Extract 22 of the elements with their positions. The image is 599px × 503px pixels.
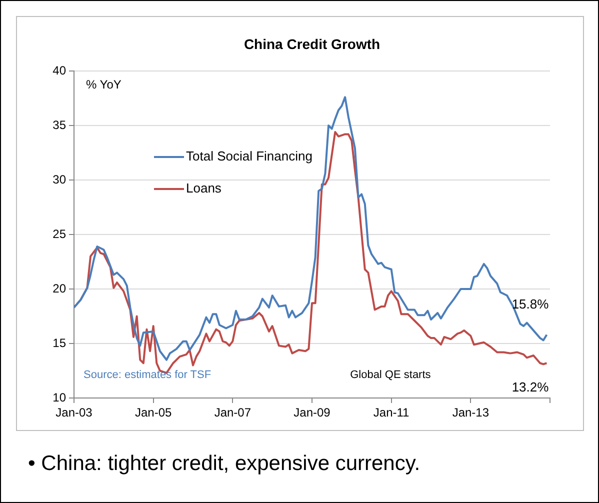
y-tick-label: 15: [52, 336, 66, 350]
y-tick-label: 35: [52, 118, 66, 132]
annotation: 13.2%: [512, 380, 550, 395]
y-tick-label: 30: [52, 172, 66, 186]
x-tick-label: Jan-09: [294, 406, 331, 420]
y-tick-label: 25: [52, 226, 66, 241]
chart-title: China Credit Growth: [244, 36, 380, 52]
annotation: Global QE starts: [350, 369, 432, 382]
text: • China: tighter credit, expensive currency.: [28, 452, 420, 476]
x-tick-label: Jan-13: [452, 406, 490, 420]
annotation: Source: estimates for TSF: [84, 369, 212, 382]
annotation: 15.8%: [512, 296, 550, 312]
x-tick-label: Jan-07: [214, 406, 252, 420]
legend-label: Total Social Financing: [186, 148, 312, 164]
legend-label: Loans: [186, 180, 222, 196]
x-tick-label: Jan-11: [373, 406, 410, 420]
y-tick-label: 10: [52, 390, 66, 404]
x-tick-label: Jan-05: [134, 406, 172, 420]
x-tick-label: Jan-03: [56, 406, 93, 420]
y-axis-title: % YoY: [86, 77, 122, 92]
y-tick-label: 20: [52, 281, 66, 296]
y-tick-label: 40: [52, 63, 66, 78]
